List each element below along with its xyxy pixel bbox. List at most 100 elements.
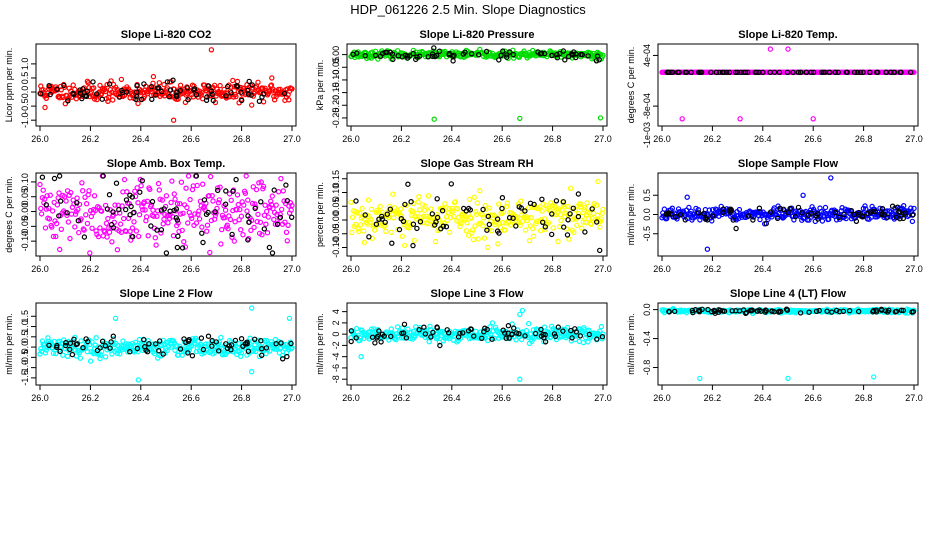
data-point: [542, 226, 549, 233]
data-point: [230, 77, 236, 84]
data-point: [434, 211, 440, 218]
data-point: [254, 218, 260, 225]
data-point: [70, 82, 76, 88]
data-point: [155, 180, 162, 187]
y-tick-label: 0.0: [642, 303, 652, 316]
highlight-point: [260, 91, 267, 97]
y-axis-label: percent per min.: [315, 182, 325, 247]
data-point: [237, 226, 244, 233]
highlight-point: [396, 226, 403, 233]
data-point: [40, 187, 46, 193]
highlight-point: [410, 242, 416, 249]
data-point: [518, 336, 525, 343]
data-point: [135, 100, 141, 107]
highlight-point: [841, 211, 847, 218]
highlight-point: [560, 48, 567, 54]
data-point: [706, 207, 713, 213]
data-point: [255, 79, 261, 86]
x-tick-label: 26.4: [443, 393, 461, 403]
x-tick-label: 26.2: [82, 393, 100, 403]
highlight-point: [256, 98, 263, 105]
data-point: [135, 199, 141, 206]
data-point: [238, 213, 245, 219]
data-point: [248, 227, 254, 234]
x-tick-label: 27.0: [905, 393, 923, 403]
highlight-point: [284, 353, 290, 360]
data-point: [264, 208, 270, 215]
data-point: [193, 220, 200, 226]
highlight-point: [763, 220, 770, 227]
data-point: [567, 185, 574, 191]
highlight-point: [413, 56, 419, 63]
chart-panel-6: Slope Sample Flow 26.0 26.2 26.4 26.6 26.8 27.…: [626, 158, 923, 274]
data-point: [164, 347, 170, 354]
data-point: [283, 229, 290, 235]
data-point: [64, 353, 71, 359]
highlight-point: [795, 69, 802, 76]
data-point: [259, 231, 265, 238]
data-point: [42, 225, 49, 231]
data-point: [118, 76, 125, 83]
data-point: [472, 223, 478, 229]
y-tick-label: 4: [331, 309, 341, 314]
highlight-point: [434, 325, 440, 331]
y-tick-label: -0.5: [642, 226, 652, 242]
highlight-point: [496, 57, 502, 63]
highlight-point: [376, 216, 382, 222]
highlight-point: [214, 187, 221, 194]
data-point: [180, 210, 186, 216]
data-point: [402, 242, 408, 249]
data-point: [470, 236, 477, 243]
outlier-point: [737, 116, 743, 122]
highlight-point: [816, 307, 823, 314]
panel-title: Slope Amb. Box Temp.: [107, 158, 226, 170]
data-point: [523, 327, 530, 334]
data-point: [819, 218, 826, 224]
data-point: [161, 216, 167, 222]
data-point: [151, 213, 157, 219]
x-tick-label: 26.0: [31, 264, 49, 274]
data-point: [207, 173, 214, 180]
outlier-point: [248, 305, 255, 311]
highlight-point: [116, 206, 122, 213]
highlight-point: [252, 205, 258, 212]
highlight-point: [116, 94, 123, 100]
highlight-point: [185, 338, 192, 344]
x-tick-label: 27.0: [905, 264, 923, 274]
data-point: [178, 179, 185, 185]
data-point: [271, 93, 277, 100]
highlight-point: [350, 51, 356, 57]
highlight-point: [248, 92, 254, 98]
x-tick-label: 26.2: [82, 264, 100, 274]
data-point: [143, 214, 150, 220]
highlight-point: [261, 226, 267, 232]
highlight-point: [589, 206, 595, 212]
highlight-point: [522, 333, 528, 339]
data-point: [120, 215, 127, 222]
highlight-point: [745, 69, 751, 76]
highlight-point: [792, 213, 799, 220]
data-point: [112, 202, 118, 208]
highlight-point: [228, 90, 234, 96]
y-tick-label: 0.05: [331, 197, 341, 215]
outlier-point: [42, 104, 48, 111]
highlight-point: [570, 52, 576, 58]
highlight-point: [402, 201, 408, 208]
data-point: [464, 219, 470, 226]
highlight-point: [123, 197, 130, 203]
highlight-point: [372, 52, 379, 59]
data-points: [37, 47, 295, 123]
highlight-point: [690, 309, 696, 316]
data-point: [426, 339, 432, 345]
highlight-point: [54, 86, 60, 92]
y-tick-label: -0.25: [331, 108, 341, 129]
highlight-point: [414, 225, 420, 232]
highlight-point: [790, 69, 796, 76]
data-point: [359, 205, 365, 212]
highlight-point: [133, 96, 139, 103]
highlight-point: [245, 237, 251, 243]
highlight-point: [573, 51, 579, 57]
data-point: [277, 211, 283, 217]
data-point: [598, 216, 605, 222]
